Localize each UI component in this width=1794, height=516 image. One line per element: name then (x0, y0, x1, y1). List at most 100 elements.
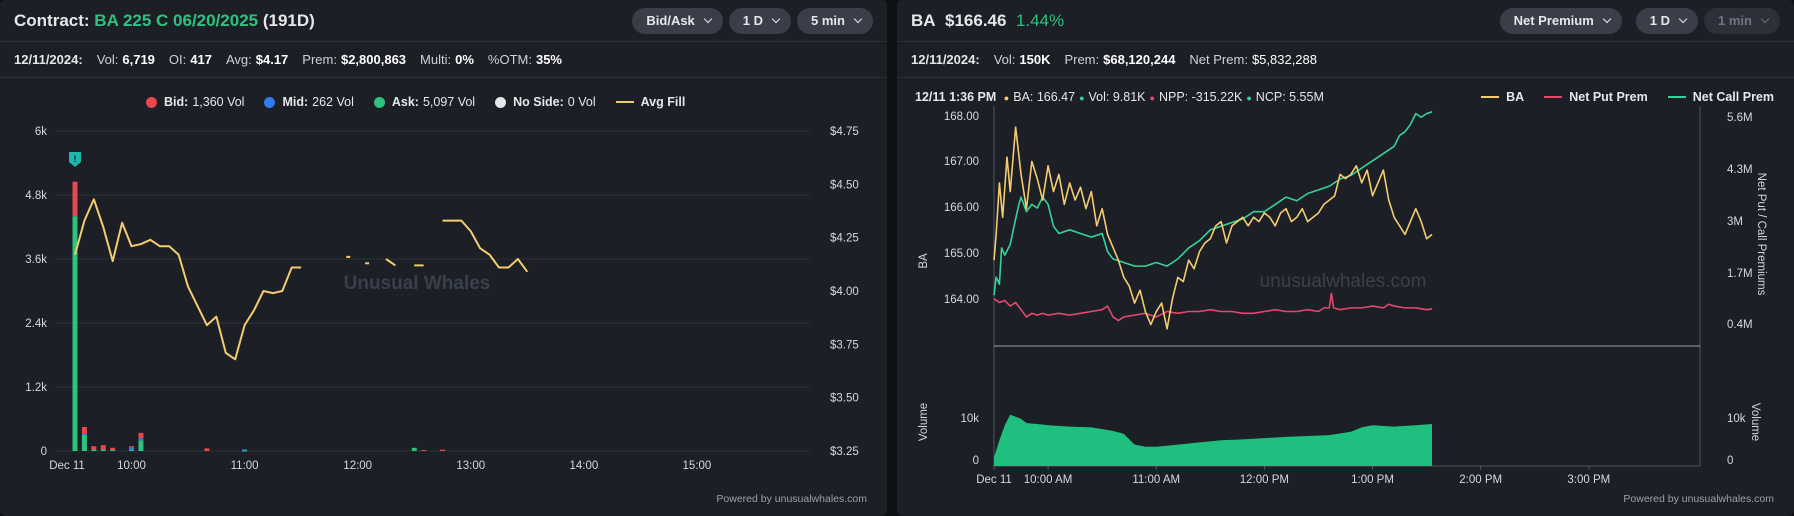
volume-bar-mid[interactable] (129, 447, 135, 450)
contract-panel: Contract: BA 225 C 06/20/2025 (191D) Bid… (0, 0, 887, 516)
volume-bar-bid[interactable] (110, 447, 116, 450)
powered-by: Powered by unusualwhales.com (716, 493, 867, 505)
volume-bar-bid[interactable] (72, 181, 78, 217)
chevron-down-icon (771, 14, 781, 23)
interval-select-button: 1 min (1704, 7, 1780, 34)
volume-bar-bid[interactable] (91, 446, 97, 450)
contract-name[interactable]: BA 225 C 06/20/2025 (94, 10, 259, 30)
metric-select-button[interactable]: Net Premium (1499, 7, 1622, 34)
ticker-title: BA $166.46 1.44% (911, 11, 1064, 31)
alert-marker-icon[interactable] (69, 152, 81, 167)
stat-value: $2,800,863 (340, 52, 407, 67)
range-select-button[interactable]: 1 D (1635, 7, 1699, 34)
volume-bar-bid[interactable] (81, 427, 87, 434)
legend-dot-icon (264, 96, 276, 108)
volume-bar-ask[interactable] (81, 435, 87, 451)
legend-value: 1,360 Vol (192, 95, 245, 109)
volume-bar-ask[interactable] (242, 450, 248, 452)
legend-item[interactable]: No Side: 0 Vol (495, 95, 596, 109)
stat-label: OI: (168, 52, 187, 67)
net-call-prem-line[interactable] (993, 111, 1433, 296)
legend-dot-icon (495, 96, 507, 108)
volume-bar-ask[interactable] (138, 440, 144, 451)
legend-item[interactable]: Ask: 5,097 Vol (373, 95, 475, 109)
stat-label: Vol: (96, 52, 119, 67)
volume-bar-bid[interactable] (421, 449, 427, 451)
stat-value: 0% (455, 52, 474, 67)
y-right-tick-label: $3.75 (830, 339, 859, 351)
legend-name: Net Put Prem (1569, 90, 1648, 104)
hover-value: NCP: 5.55M (1255, 90, 1324, 104)
volume-bar-ask[interactable] (91, 449, 97, 451)
side-select-button[interactable]: Bid/Ask (632, 7, 723, 34)
contract-stats: 12/11/2024: Vol: 6,719 OI: 417 Avg: $4.17 Prem… (0, 42, 887, 78)
volume-bar-bid[interactable] (440, 449, 445, 451)
stat-value: 6,719 (122, 52, 155, 67)
y-left-tick-label: 166.00 (944, 202, 979, 214)
x-tick-label: 10:00 (117, 460, 146, 472)
watermark: Unusual Whales (344, 273, 491, 294)
stat-value: 150K (1019, 52, 1051, 67)
x-tick-label: 15:00 (683, 460, 712, 472)
legend-item[interactable]: BA (1481, 90, 1524, 104)
legend-item[interactable]: Mid: 262 Vol (264, 95, 354, 109)
volume-bar-ask[interactable] (72, 216, 78, 451)
volume-bar-bid[interactable] (138, 432, 144, 439)
y-right-tick-label: $4.25 (830, 233, 859, 245)
legend-item[interactable]: Avg Fill (615, 95, 690, 109)
x-tick-label: 12:00 (343, 460, 372, 472)
stat-value: 417 (190, 52, 212, 67)
chart-legend: BA Net Put Prem Net Call Prem (1481, 90, 1794, 104)
volume-bar-bid[interactable] (100, 445, 106, 450)
legend-item[interactable]: Bid: 1,360 Vol (146, 95, 244, 109)
avg-fill-line[interactable] (74, 198, 302, 361)
range-select-button[interactable]: 1 D (728, 7, 792, 34)
interval-select-button[interactable]: 5 min (797, 7, 873, 34)
x-tick-label: Dec 11 (976, 474, 1012, 486)
x-tick-label: 14:00 (569, 460, 598, 472)
stats-date: 12/11/2024: (14, 52, 83, 67)
flow-chart: 0 1.2k 2.4k 3.6k 4.8k 6k $3.25 $3.50 $3.75 $4.00 $… (25, 126, 859, 472)
volume-bar-mid[interactable] (138, 438, 144, 441)
y-left-tick-label: 164.00 (944, 294, 979, 306)
ticker-change: 1.44% (1015, 10, 1065, 30)
contract-header: Contract: BA 225 C 06/20/2025 (191D) Bid… (0, 0, 887, 42)
volume-bar-bid[interactable] (129, 446, 135, 448)
y-right-tick-label: 1.7M (1727, 268, 1753, 280)
net-put-prem-line[interactable] (993, 292, 1433, 322)
avg-fill-line[interactable] (442, 219, 529, 273)
legend-name: Avg Fill (640, 95, 686, 109)
volume-bar-ask[interactable] (110, 449, 116, 451)
x-tick-label: 2:00 PM (1459, 474, 1502, 486)
volume-bar-mid[interactable] (242, 449, 248, 451)
volume-tick-label-right: 0 (1727, 455, 1733, 467)
powered-by: Powered by unusualwhales.com (1623, 493, 1774, 505)
volume-bar-bid[interactable] (204, 448, 210, 451)
y-right-axis-label: Net Put / Call Premiums (1755, 173, 1767, 296)
chevron-down-icon (1760, 14, 1770, 23)
ticker-price: $166.46 (945, 10, 1007, 30)
hover-time: 12/11 1:36 PM (915, 90, 997, 104)
legend-item[interactable]: Net Call Prem (1667, 90, 1774, 104)
volume-bar-mid[interactable] (81, 433, 87, 435)
legend-item[interactable]: Net Put Prem (1544, 90, 1648, 104)
ba-price-line[interactable] (993, 126, 1433, 330)
x-tick-label: 10:00 AM (1024, 474, 1073, 486)
volume-bar-ask[interactable] (100, 449, 106, 451)
y-left-tick-label: 3.6k (25, 254, 47, 266)
y-left-tick-label: 165.00 (944, 248, 979, 260)
volume-bar-ask[interactable] (411, 447, 417, 451)
y-left-tick-label: 167.00 (944, 156, 979, 168)
legend-value: 0 Vol (567, 95, 596, 109)
stat-value: $5,832,288 (1251, 52, 1318, 67)
avg-fill-line[interactable] (385, 258, 396, 267)
x-tick-label: 13:00 (456, 460, 485, 472)
stat-value: 35% (535, 52, 562, 67)
premium-chart: 164.00165.00166.00167.00168.00169.000.4M… (918, 106, 1767, 486)
watermark: unusualwhales.com (1260, 271, 1427, 292)
y-left-axis-label: BA (918, 253, 930, 269)
contract-label: Contract: (14, 10, 90, 30)
volume-bar-ask[interactable] (129, 449, 135, 451)
x-tick-label: 1:00 PM (1351, 474, 1394, 486)
volume-area[interactable] (994, 414, 1433, 466)
